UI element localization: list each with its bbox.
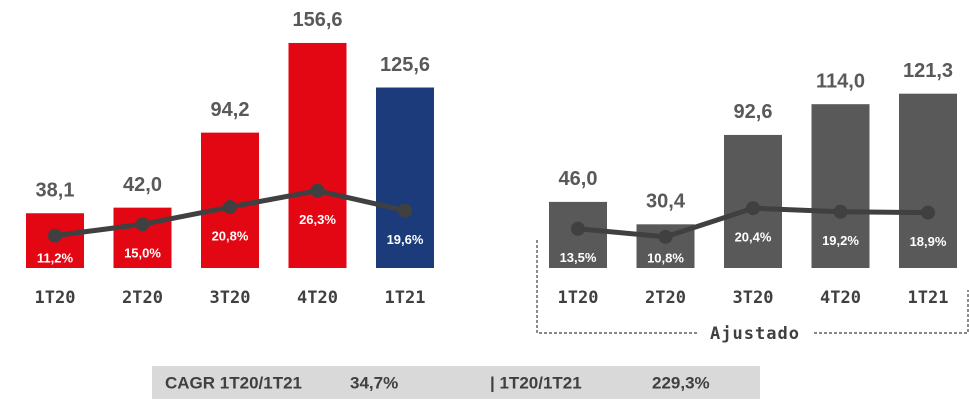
line-point [746, 201, 760, 216]
value-label: 114,0 [816, 70, 865, 92]
annotation: Ajustado [710, 324, 800, 344]
footer-box [152, 366, 760, 399]
value-label: 92,6 [734, 101, 773, 123]
line-point [571, 221, 585, 236]
x-tick-label: 2T20 [645, 288, 686, 308]
x-tick-label: 1T20 [35, 288, 76, 308]
line-label: 20,8% [212, 228, 249, 243]
footer-value: 34,7% [350, 373, 398, 392]
value-label: 121,3 [903, 60, 953, 82]
x-tick-label: 4T20 [297, 288, 338, 308]
x-tick-label: 1T21 [385, 288, 426, 308]
x-tick-label: 4T20 [820, 288, 861, 308]
value-label: 30,4 [646, 191, 686, 213]
line-label: 18,9% [910, 234, 947, 249]
line-point [223, 200, 237, 215]
x-tick-label: 1T20 [558, 288, 599, 308]
footer-label: CAGR 1T20/1T21 [165, 373, 302, 392]
bracket [536, 240, 969, 334]
line-point [921, 205, 935, 220]
footer-label: | 1T20/1T21 [490, 373, 582, 392]
line-point [48, 228, 62, 243]
value-label: 42,0 [123, 174, 162, 196]
line-label: 10,8% [647, 250, 684, 265]
value-label: 156,6 [292, 9, 342, 31]
line-point [833, 204, 848, 219]
bar [811, 104, 870, 268]
line-label: 11,2% [37, 250, 74, 265]
line-point [398, 203, 412, 218]
value-label: 94,2 [211, 99, 250, 121]
bar [899, 93, 957, 269]
line-point [658, 229, 673, 244]
line-point [310, 183, 325, 198]
bar [288, 42, 347, 268]
x-tick-label: 2T20 [122, 288, 163, 308]
line-label: 19,2% [822, 233, 859, 248]
line-label: 13,5% [560, 250, 597, 265]
line-label: 15,0% [124, 246, 161, 261]
line-label: 19,6% [387, 232, 424, 247]
line-label: 26,3% [299, 212, 336, 227]
value-label: 125,6 [380, 54, 430, 76]
x-tick-label: 1T21 [908, 288, 949, 308]
x-tick-label: 3T20 [733, 288, 774, 308]
value-label: 46,0 [559, 168, 598, 190]
bar [376, 87, 434, 268]
footer-value: 229,3% [652, 373, 710, 392]
line-label: 20,4% [735, 230, 772, 245]
line-point [135, 217, 150, 232]
value-label: 38,1 [36, 180, 75, 202]
x-tick-label: 3T20 [210, 288, 251, 308]
annotation-bg [698, 322, 813, 344]
